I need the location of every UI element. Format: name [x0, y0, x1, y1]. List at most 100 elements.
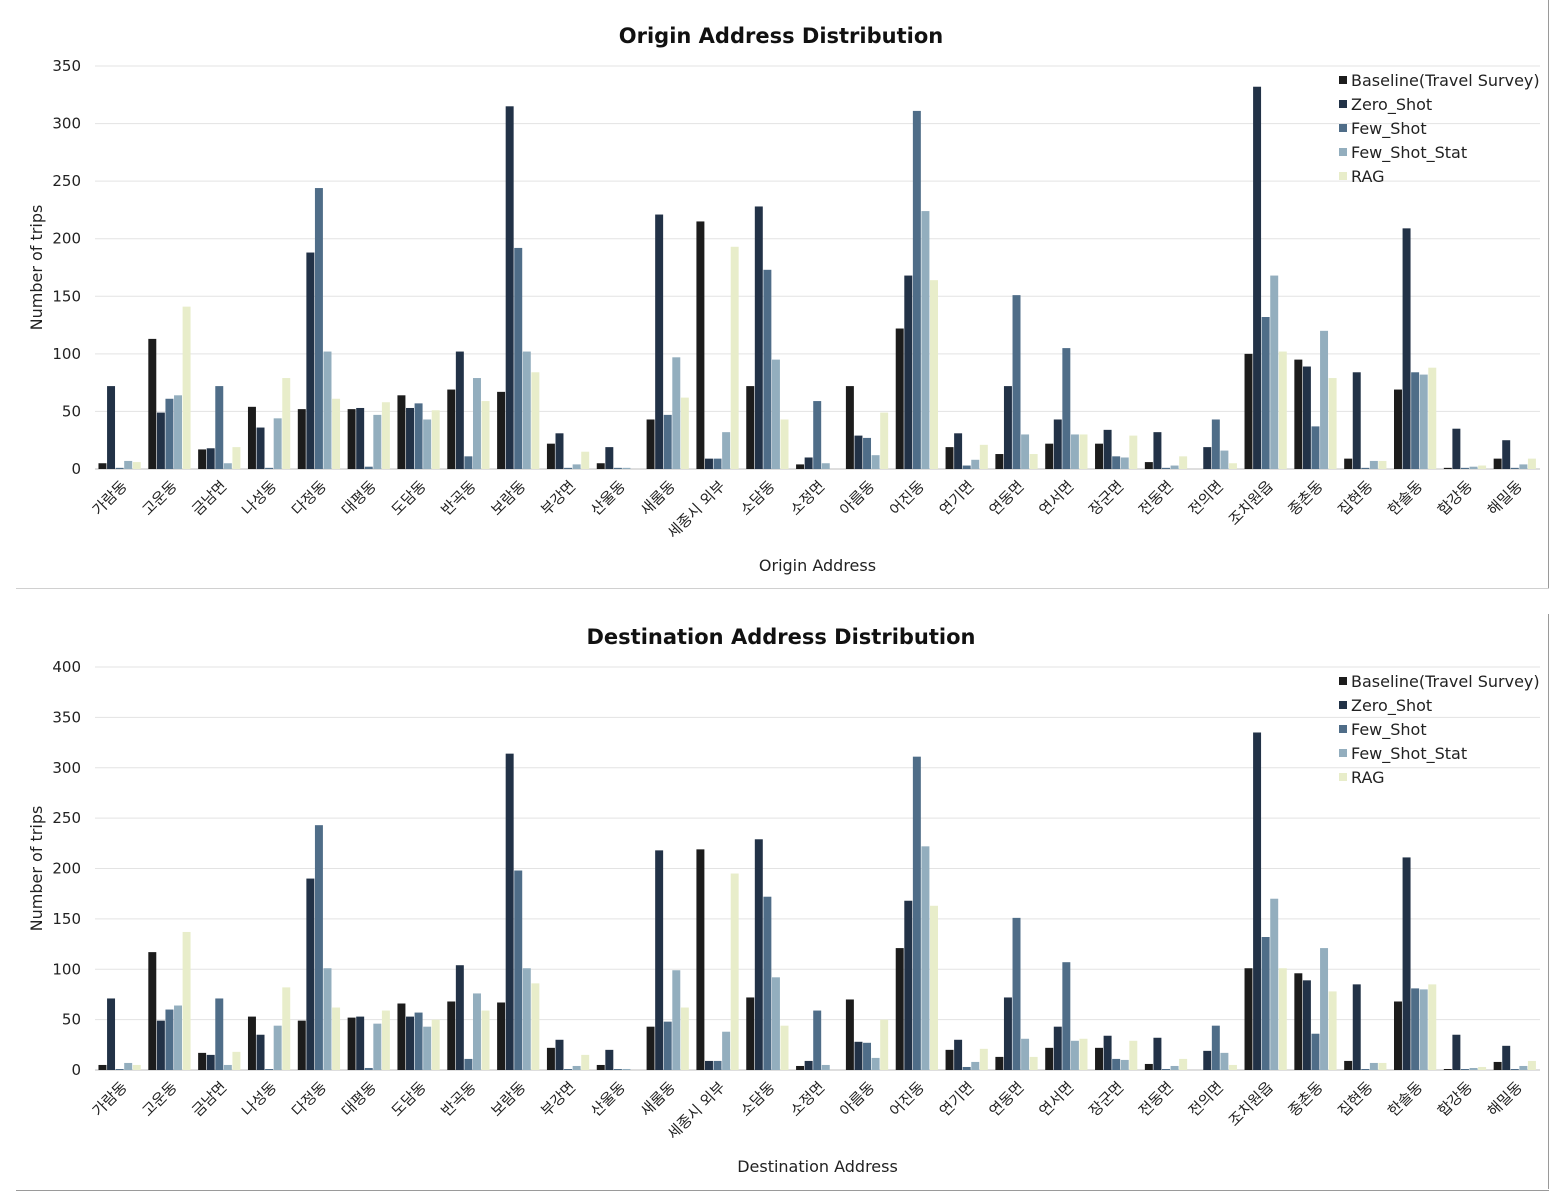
bar-2-3 [223, 1064, 232, 1070]
bar-11-3 [672, 970, 681, 1070]
bar-3-0 [247, 406, 256, 469]
bar-14-0 [796, 464, 805, 469]
bar-3-0 [247, 1016, 256, 1070]
y-tick-label: 100 [52, 345, 81, 363]
bar-4-0 [297, 1020, 306, 1070]
bar-18-1 [1003, 386, 1012, 469]
bar-0-1 [107, 998, 116, 1070]
bar-22-4 [1228, 1064, 1237, 1070]
bar-19-3 [1070, 1040, 1079, 1070]
bar-16-3 [921, 846, 930, 1070]
x-tick-label: 집현동 [1334, 1078, 1376, 1120]
bar-22-2 [1211, 1025, 1220, 1070]
bar-7-2 [464, 456, 473, 469]
bar-18-4 [1029, 454, 1038, 469]
bar-8-0 [497, 1002, 506, 1070]
bar-15-0 [845, 999, 854, 1070]
bar-19-1 [1053, 419, 1062, 469]
x-tick-label: 합강동 [1434, 477, 1476, 519]
bar-10-1 [605, 447, 614, 469]
x-tick-label: 대평동 [338, 1078, 380, 1120]
bar-21-3 [1170, 1065, 1179, 1070]
bar-23-2 [1261, 937, 1270, 1070]
x-tick-label: 한솔동 [1384, 477, 1426, 519]
bar-17-4 [979, 1048, 988, 1070]
bar-8-3 [522, 351, 531, 469]
x-tick-label: 장군면 [1085, 1078, 1127, 1120]
y-tick-label: 350 [52, 708, 81, 726]
bar-7-2 [464, 1058, 473, 1070]
bar-1-4 [182, 931, 191, 1070]
bar-6-3 [423, 1026, 432, 1070]
legend-swatch [1339, 124, 1347, 132]
bar-3-3 [273, 1025, 282, 1070]
x-tick-label: 집현동 [1334, 477, 1376, 519]
bar-3-4 [282, 987, 291, 1070]
legend-entry: Few_Shot_Stat [1351, 143, 1467, 163]
y-axis-label: Number of trips [27, 806, 46, 932]
bar-6-2 [414, 403, 423, 469]
bar-19-0 [1045, 443, 1054, 469]
bar-11-2 [663, 414, 672, 469]
bar-5-4 [381, 1010, 390, 1070]
bar-18-3 [1021, 434, 1030, 469]
bar-20-4 [1129, 1040, 1138, 1070]
bar-12-0 [696, 221, 705, 469]
bar-24-3 [1320, 948, 1329, 1070]
bar-10-0 [596, 463, 605, 469]
bar-27-2 [1460, 467, 1469, 469]
bar-1-3 [174, 395, 182, 469]
bar-8-3 [522, 968, 531, 1070]
bar-16-1 [904, 275, 913, 469]
bar-13-0 [746, 386, 755, 469]
bar-28-4 [1527, 1060, 1536, 1070]
bar-4-2 [314, 188, 323, 469]
x-tick-label: 연서면 [1035, 1078, 1077, 1120]
bar-20-2 [1112, 456, 1121, 469]
bar-9-1 [555, 1039, 564, 1070]
x-tick-label: 종촌동 [1285, 477, 1327, 519]
bar-4-1 [306, 252, 315, 469]
bar-24-1 [1302, 980, 1311, 1070]
bar-12-1 [704, 1060, 713, 1070]
bar-17-2 [962, 1066, 971, 1070]
bar-3-2 [265, 467, 274, 469]
bar-19-4 [1079, 434, 1088, 469]
bar-0-3 [124, 1062, 133, 1070]
bar-18-2 [1012, 917, 1021, 1070]
bar-21-2 [1162, 1068, 1170, 1070]
x-tick-label: 다정동 [288, 477, 330, 519]
bar-24-4 [1328, 991, 1337, 1070]
y-tick-label: 0 [71, 460, 81, 478]
bar-17-4 [979, 444, 988, 469]
bar-16-2 [912, 756, 921, 1070]
bar-20-1 [1103, 429, 1112, 469]
bar-12-2 [713, 1060, 722, 1070]
bar-20-4 [1129, 435, 1138, 469]
x-tick-label: 전동면 [1135, 1078, 1177, 1120]
bar-9-3 [572, 1065, 581, 1070]
x-axis-label: Origin Address [759, 556, 876, 575]
bar-1-0 [148, 952, 157, 1070]
bar-11-4 [680, 1007, 689, 1070]
bar-3-3 [273, 418, 282, 469]
bar-4-2 [314, 825, 323, 1070]
bar-11-2 [663, 1021, 672, 1070]
bar-17-3 [971, 459, 980, 469]
bar-14-1 [804, 457, 813, 469]
bar-12-3 [722, 1031, 731, 1070]
bar-27-4 [1478, 465, 1487, 469]
bar-14-3 [821, 463, 830, 469]
bar-0-0 [98, 463, 107, 469]
y-tick-label: 150 [52, 287, 81, 305]
bar-3-4 [282, 378, 291, 469]
bar-9-1 [555, 433, 564, 469]
legend-swatch [1339, 172, 1347, 180]
bar-0-1 [107, 386, 116, 469]
bar-11-3 [672, 357, 681, 469]
x-tick-label: 산울동 [587, 477, 629, 519]
bar-19-1 [1053, 1026, 1062, 1070]
destination-chart-panel: Destination Address Distribution 0 50 100 15… [0, 600, 1561, 1201]
legend-entry: RAG [1351, 167, 1385, 186]
bar-21-4 [1179, 456, 1188, 469]
